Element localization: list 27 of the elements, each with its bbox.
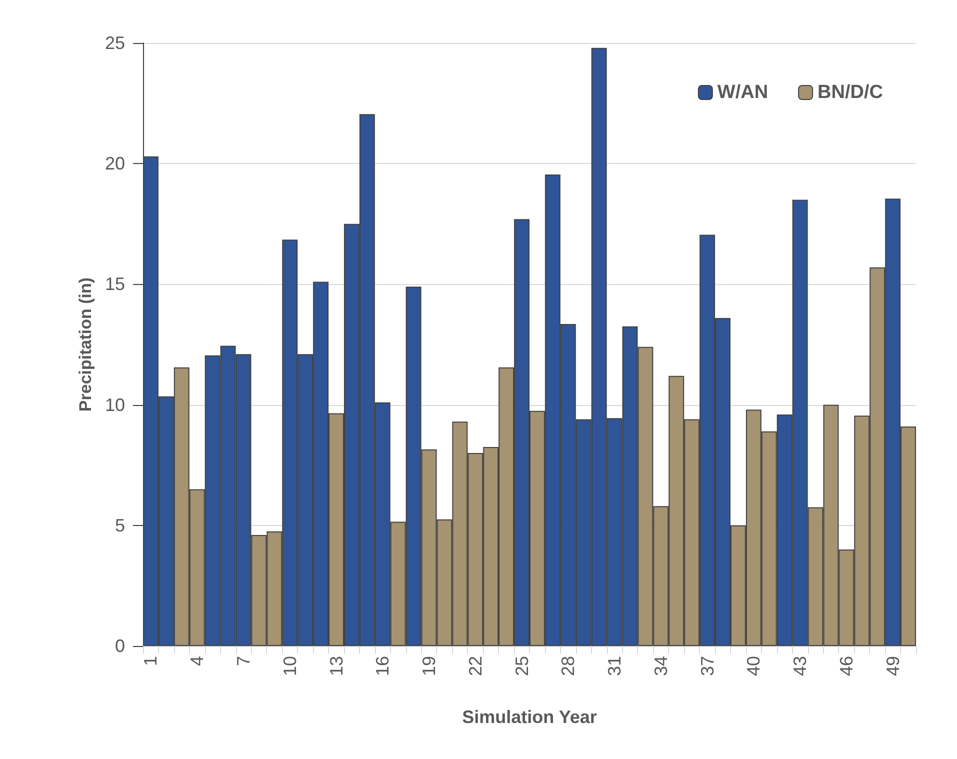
x-axis-title: Simulation Year	[462, 707, 597, 727]
x-tick-label: 40	[744, 656, 764, 676]
x-tick-label: 28	[558, 656, 578, 676]
x-tick-label: 13	[326, 656, 346, 676]
x-tick-label: 4	[187, 656, 208, 666]
y-tick-label: 20	[104, 154, 125, 174]
x-tick-label: 19	[419, 656, 440, 676]
y-tick-label: 5	[114, 515, 125, 536]
y-tick-label: 0	[114, 636, 125, 656]
y-tick-label: 10	[104, 394, 125, 415]
x-tick-label: 37	[697, 656, 718, 676]
x-tick-label: 25	[512, 656, 532, 676]
y-axis-title: Precipitation (in)	[76, 277, 96, 412]
x-tick-label: 16	[372, 656, 393, 676]
x-tick-label: 43	[790, 656, 810, 676]
legend-label: W/AN	[717, 82, 768, 103]
x-tick-label: 7	[233, 656, 254, 666]
x-tick-label: 22	[465, 656, 486, 676]
x-tick-label: 10	[280, 656, 300, 676]
x-tick-label: 49	[882, 656, 903, 676]
y-tick-label: 15	[104, 274, 125, 294]
x-tick-label: 34	[650, 656, 671, 676]
y-tick-label: 25	[104, 33, 125, 53]
x-tick-label: 1	[140, 656, 161, 666]
x-tick-label: 46	[836, 656, 856, 676]
legend-label: BN/D/C	[818, 82, 884, 103]
x-tick-label: 31	[604, 656, 625, 676]
